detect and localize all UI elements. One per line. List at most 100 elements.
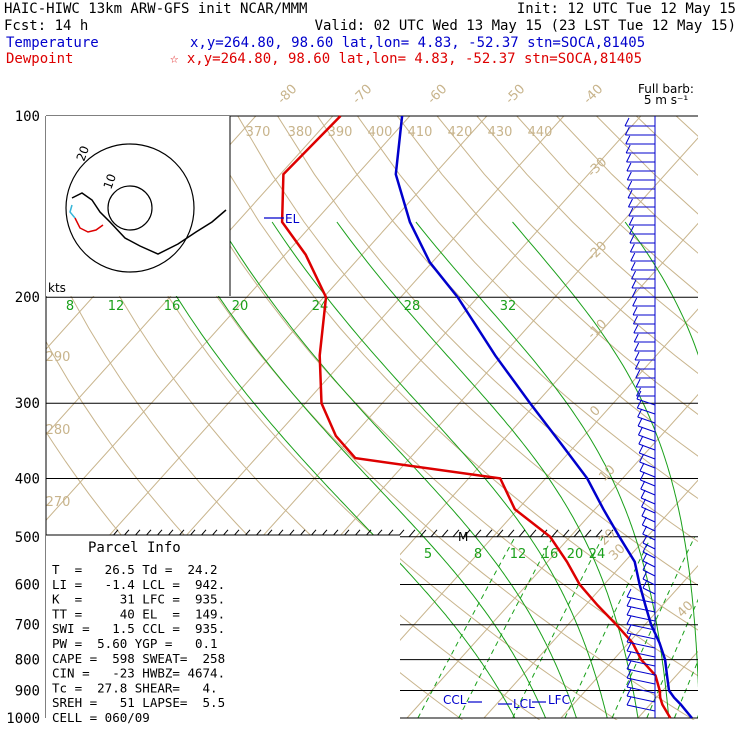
wind-barb	[626, 686, 656, 694]
pressure-tick-label: 800	[15, 653, 40, 669]
mid-level-hatch	[606, 529, 614, 538]
mixing-ratio-label: 12	[510, 547, 527, 562]
dry-adiabat-line	[117, 116, 695, 720]
dry-adiabat-label: 410	[408, 125, 433, 140]
wind-barb	[640, 479, 656, 487]
dry-adiabat-label: 430	[488, 125, 513, 140]
moist-adiabat-label: 20	[232, 299, 249, 314]
wind-barb	[626, 677, 656, 685]
parcel-info-row: CAPE = 598 SWEAT= 258	[52, 651, 225, 666]
parcel-info-title: Parcel Info	[88, 540, 181, 556]
wind-barb	[639, 452, 656, 460]
moist-adiabat-label: 28	[404, 299, 421, 314]
isotherm-label: -70	[350, 82, 376, 108]
dry-adiabat-line	[356, 116, 698, 457]
wind-barb-flag	[631, 279, 637, 289]
wind-barb-flag	[628, 207, 634, 217]
hodograph-ring-label-10: 10	[101, 172, 119, 191]
wind-barb	[626, 605, 656, 613]
wind-barb-flag	[626, 162, 632, 172]
wind-barb-flag	[627, 180, 633, 190]
mixing-ratio-label: 24	[589, 547, 606, 562]
temperature-legend: Temperature	[6, 35, 99, 51]
wind-barb-flag	[632, 297, 638, 307]
wind-barb	[626, 650, 656, 658]
wind-barb	[626, 614, 656, 622]
barb-legend-line2: 5 m s⁻¹	[644, 93, 689, 107]
dry-adiabat-label: 380	[288, 125, 313, 140]
wind-barb-flag	[626, 678, 632, 688]
wind-barb-flag	[641, 516, 647, 526]
wind-barb-flag	[637, 417, 643, 427]
wind-barb	[642, 569, 656, 577]
mid-level-hatch	[529, 529, 537, 538]
moist-adiabat-line	[271, 221, 608, 719]
hodograph-trace-low	[69, 204, 76, 219]
dewpoint-location: ☆ x,y=264.80, 98.60 lat,lon= 4.83, -52.3…	[170, 51, 642, 67]
isotherm-line	[46, 116, 334, 436]
wind-barb-flag	[634, 351, 640, 361]
wind-barb	[639, 470, 656, 478]
wind-barb-flag	[636, 390, 642, 400]
parcel-info-row: SWI = 1.5 CCL = 935.	[52, 621, 225, 636]
wind-barb-flag	[637, 408, 643, 418]
wind-barb-flag	[626, 588, 632, 598]
wind-barb-flag	[626, 669, 632, 679]
wind-barb	[638, 434, 656, 442]
wind-barb-flag	[633, 315, 638, 325]
mixing-ratio-line	[646, 598, 698, 719]
m-marker-label: M	[458, 530, 468, 544]
dry-adiabat-line	[396, 116, 698, 416]
wind-barb-flag	[626, 615, 632, 625]
wind-barb-flag	[632, 306, 638, 316]
pressure-tick-label: 1000	[6, 711, 40, 727]
wind-barb	[637, 425, 656, 433]
isotherm-label: -50	[503, 82, 529, 108]
mid-level-hatch	[408, 529, 416, 538]
dry-adiabat-line	[277, 116, 698, 543]
mixing-ratio-label: 5	[424, 547, 432, 562]
wind-barb-flag	[640, 489, 646, 499]
dry-adiabat-label: 440	[528, 125, 553, 140]
mid-level-hatch	[507, 529, 515, 538]
pressure-tick-label: 400	[15, 471, 40, 487]
wind-barb-flag	[626, 651, 632, 661]
wind-barb	[626, 596, 656, 604]
moist-adiabat-label: 32	[500, 299, 517, 314]
wind-barb	[642, 587, 656, 595]
moist-adiabat-line	[172, 221, 547, 719]
wind-barb-flag	[638, 444, 644, 454]
wind-barb-flag	[625, 135, 631, 145]
wind-barb	[626, 668, 656, 676]
wind-barb	[641, 515, 656, 523]
wind-barb-flag	[626, 624, 632, 634]
wind-barb-flag	[626, 687, 632, 697]
wind-barb-flag	[634, 342, 640, 352]
temperature-location: x,y=264.80, 98.60 lat,lon= 4.83, -52.37 …	[190, 35, 645, 51]
wind-barb-flag	[627, 189, 633, 199]
mid-level-hatch	[551, 529, 559, 538]
lcl-marker-label: LCL	[513, 697, 535, 711]
wind-barb	[626, 659, 656, 667]
init-time: Init: 12 UTC Tue 12 May 15	[517, 1, 736, 17]
dry-adiabat-line	[317, 116, 698, 500]
pressure-tick-label: 500	[15, 530, 40, 546]
dry-adiabat-label: 270	[46, 495, 71, 510]
wind-barb-flag	[634, 360, 640, 370]
isotherm-label: -20	[585, 239, 611, 265]
isotherm-line	[560, 565, 698, 719]
wind-barb-flag	[642, 534, 648, 544]
parcel-info-row: SREH = 51 LAPSE= 5.5	[52, 695, 225, 710]
hodograph-trace-mid	[74, 217, 104, 233]
wind-barb-flag	[628, 198, 633, 208]
wind-barb-flag	[629, 243, 635, 253]
hodograph-ring-label-20: 20	[74, 144, 92, 163]
pressure-tick-label: 100	[15, 109, 40, 125]
wind-barb-flag	[638, 435, 644, 445]
isotherm-line	[329, 308, 698, 719]
pressure-tick-label: 600	[15, 577, 40, 593]
dry-adiabat-label: 280	[46, 423, 71, 438]
wind-barb-flag	[641, 498, 646, 508]
parcel-info-row: TT = 40 EL = 149.	[52, 606, 225, 621]
wind-barb	[639, 461, 656, 469]
